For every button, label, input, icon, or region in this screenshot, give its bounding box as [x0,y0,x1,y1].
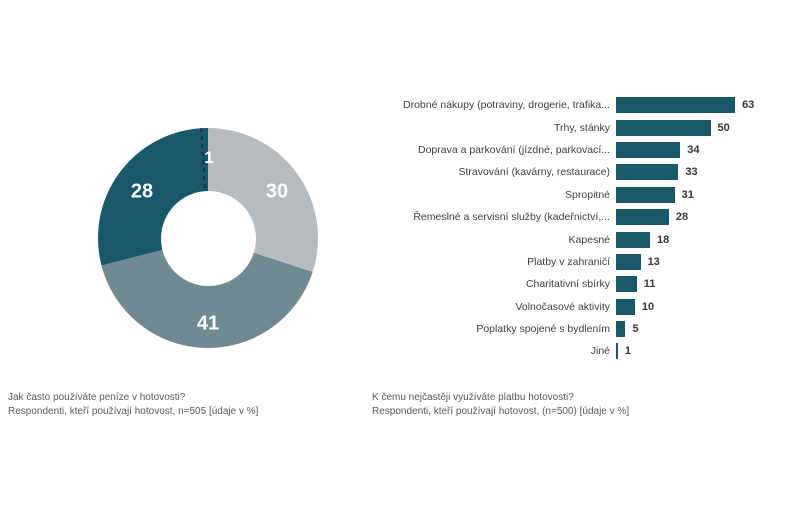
donut-chart: 30 41 28 1 [98,128,318,348]
bar-value-label: 34 [687,143,700,156]
bar [616,343,618,360]
bar-row: Stravování (kavárny, restaurace) 33 [330,161,792,183]
bar-question: K čemu nejčastěji využíváte platbu hotov… [372,392,574,403]
bar-value-label: 28 [675,211,689,224]
bar [616,276,637,293]
bar-row: Kapesné 18 [330,228,792,250]
donut-question: Jak často používáte peníze v hotovosti? [8,392,186,403]
bar-category-label: Trhy, stánky [553,121,610,134]
bar-row: Charitativní sbírky 11 [330,273,792,295]
bar [616,209,669,226]
donut-segment-label-41: 41 [196,312,220,335]
bar-category-label: Doprava a parkování (jízdné, parkovací..… [417,143,610,156]
bar-value-label: 10 [641,300,655,313]
bar-category-label: Volnočasové aktivity [515,300,610,313]
bar-row: Řemeslné a servisní služby (kadeřnictví,… [330,206,792,228]
bar-category-label: Poplatky spojené s bydlením [476,323,610,336]
bar-value-label: 31 [681,188,694,201]
bar [616,141,681,158]
bar-row: Jiné 1 [330,340,792,362]
bar-category-label: Jiné [590,345,610,358]
bar-footnote: K čemu nejčastěji využíváte platbu hotov… [372,391,629,419]
bar-chart: Drobné nákupy (potraviny, drogerie, traf… [330,94,792,363]
bar [616,321,626,338]
bar [616,186,675,203]
bar [616,253,641,270]
donut-segment-label-1: 1 [204,148,214,167]
donut-segment-label-30: 30 [265,180,289,203]
bar [616,119,711,136]
bar-category-label: Charitativní sbírky [525,278,610,291]
bar [616,298,635,315]
bar-value-label: 13 [647,255,660,268]
bar-category-label: Drobné nákupy (potraviny, drogerie, traf… [403,99,610,112]
bar-value-label: 33 [685,166,698,179]
donut-segment-label-28: 28 [130,180,154,203]
bar-value-label: 63 [742,99,755,112]
bar-row: Drobné nákupy (potraviny, drogerie, traf… [330,94,792,116]
bar-category-label: Kapesné [568,233,610,246]
donut-footnote: Jak často používáte peníze v hotovosti? … [8,391,258,419]
bar [616,97,736,114]
bar-value-label: 11 [643,278,656,291]
bar-row: Doprava a parkování (jízdné, parkovací..… [330,139,792,161]
bar-value-label: 18 [657,233,670,246]
bar-category-label: Spropitné [565,188,610,201]
bar-category-label: Řemeslné a servisní služby (kadeřnictví,… [413,211,610,224]
bar-value-label: 50 [717,121,730,134]
bar-row: Spropitné 31 [330,184,792,206]
bar-row: Trhy, stánky 50 [330,116,792,138]
bar-row: Platby v zahraničí 13 [330,251,792,273]
bar-value-label: 5 [632,323,639,336]
bar-category-label: Stravování (kavárny, restaurace) [458,166,610,179]
bar-value-label: 1 [624,345,631,358]
bar [616,164,679,181]
bar-row: Poplatky spojené s bydlením 5 [330,318,792,340]
donut-sample-note: Respondenti, kteří používají hotovost, n… [8,406,259,417]
bar-category-label: Platby v zahraničí [527,255,610,268]
bar [616,231,651,248]
donut-hole [160,190,256,286]
bar-sample-note: Respondenti, kteří používají hotovost, (… [372,406,630,417]
bar-row: Volnočasové aktivity 10 [330,296,792,318]
